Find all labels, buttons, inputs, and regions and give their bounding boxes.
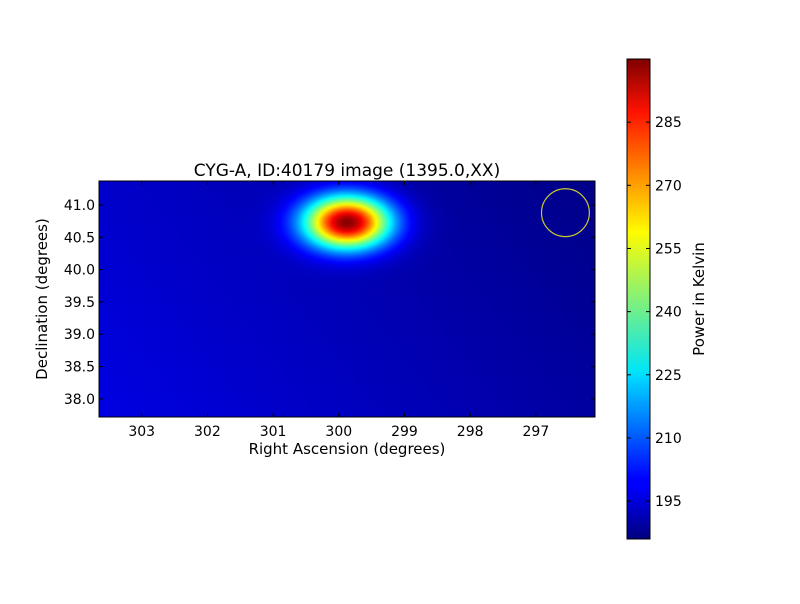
x-tick-label: 299 [391, 424, 418, 440]
colorbar [626, 58, 651, 540]
y-tick-label: 41.0 [64, 198, 95, 214]
y-tick-label: 40.5 [64, 230, 95, 246]
x-axis-label: Right Ascension (degrees) [249, 440, 446, 458]
y-axis-ticks: 38.0 38.5 39.0 39.5 40.0 40.5 41.0 [64, 198, 595, 408]
colorbar-tick-label: 195 [655, 494, 682, 510]
x-tick-label: 302 [194, 424, 221, 440]
colorbar-tick-label: 225 [655, 368, 682, 384]
colorbar-ticks: 195 210 225 240 255 270 285 [627, 115, 682, 510]
beam-marker-circle [540, 188, 590, 238]
colorbar-tick-label: 270 [655, 178, 682, 194]
chart-title: CYG-A, ID:40179 image (1395.0,XX) [194, 161, 500, 181]
colorbar-tick-label: 240 [655, 305, 682, 321]
y-axis-label: Declination (degrees) [33, 218, 51, 380]
y-tick-label: 39.5 [64, 295, 95, 311]
heatmap-image [99, 181, 595, 417]
x-tick-label: 300 [325, 424, 352, 440]
heatmap-raster [99, 181, 595, 417]
colorbar-tick-label: 255 [655, 241, 682, 257]
colorbar-tick-label: 210 [655, 431, 682, 447]
x-tick-label: 301 [260, 424, 287, 440]
x-tick-label: 298 [457, 424, 484, 440]
y-tick-label: 39.0 [64, 327, 95, 343]
y-tick-label: 38.0 [64, 392, 95, 408]
x-tick-label: 303 [128, 424, 155, 440]
x-axis-ticks: 303 302 301 300 299 298 297 [128, 181, 549, 440]
colorbar-label: Power in Kelvin [690, 242, 708, 356]
plot-frame [98, 180, 596, 418]
colorbar-tick-label: 285 [655, 115, 682, 131]
y-tick-label: 38.5 [64, 360, 95, 376]
y-tick-label: 40.0 [64, 263, 95, 279]
x-tick-label: 297 [523, 424, 550, 440]
